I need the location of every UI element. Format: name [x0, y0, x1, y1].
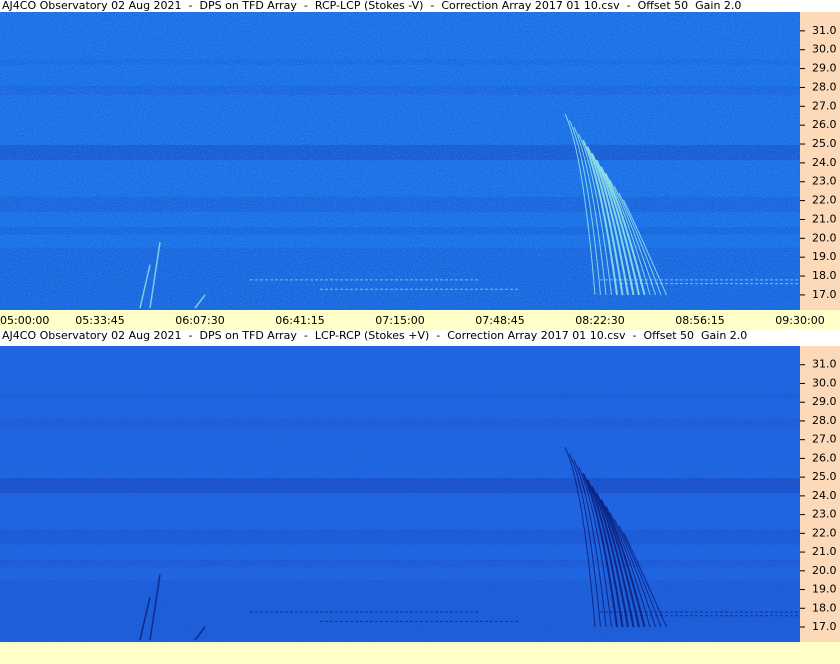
burst: [618, 192, 662, 296]
y-tick-label: 19.0: [812, 583, 837, 596]
burst: [600, 166, 640, 296]
burst: [194, 294, 206, 309]
y-tick-label: 25.0: [812, 137, 837, 150]
burst: [149, 241, 161, 309]
burst: [578, 133, 612, 295]
burst: [139, 596, 151, 641]
burst: [623, 532, 667, 628]
y-tick-label: 18.0: [812, 269, 837, 282]
burst: [569, 120, 601, 295]
y-tick-label: 18.0: [812, 601, 837, 614]
burst: [623, 199, 667, 296]
y-tick-label: 23.0: [812, 508, 837, 521]
burst: [578, 466, 612, 628]
x-tick-label: 06:07:30: [175, 314, 224, 327]
y-axis-panel: [800, 12, 840, 310]
y-tick-label: 22.0: [812, 194, 837, 207]
chart-title: AJ4CO Observatory 02 Aug 2021 - DPS on T…: [2, 329, 747, 342]
y-tick-label: 27.0: [812, 99, 837, 112]
spectrogram: [0, 346, 830, 642]
burst: [586, 146, 624, 296]
x-tick-label: 09:30:00: [775, 314, 824, 327]
burst: [564, 113, 596, 295]
burst: [595, 492, 635, 628]
x-tick-label: 08:22:30: [575, 314, 624, 327]
y-tick-label: 30.0: [812, 43, 837, 56]
y-tick-label: 17.0: [812, 620, 837, 633]
burst: [569, 453, 601, 628]
y-tick-label: 20.0: [812, 564, 837, 577]
burst: [139, 264, 151, 309]
x-tick-label: 07:48:45: [475, 314, 524, 327]
burst: [573, 460, 607, 628]
y-tick-label: 22.0: [812, 526, 837, 539]
chart-title: AJ4CO Observatory 02 Aug 2021 - DPS on T…: [2, 0, 741, 12]
burst: [582, 472, 618, 628]
y-tick-label: 24.0: [812, 156, 837, 169]
burst: [591, 153, 629, 296]
y-tick-label: 25.0: [812, 470, 837, 483]
x-tick-label: 05:33:45: [75, 314, 124, 327]
y-tick-label: 21.0: [812, 212, 837, 225]
x-axis-strip: [0, 310, 840, 330]
burst: [149, 574, 161, 641]
burst: [618, 525, 662, 628]
y-tick-label: 30.0: [812, 376, 837, 389]
y-tick-label: 31.0: [812, 358, 837, 371]
y-tick-label: 26.0: [812, 118, 837, 131]
burst: [586, 479, 624, 628]
y-tick-label: 26.0: [812, 451, 837, 464]
y-tick-label: 31.0: [812, 24, 837, 37]
y-axis-panel: [800, 346, 840, 642]
y-tick-label: 28.0: [812, 414, 837, 427]
burst: [604, 172, 646, 296]
x-axis-strip: [0, 642, 840, 664]
burst: [194, 626, 206, 641]
burst: [609, 512, 651, 628]
burst: [573, 126, 607, 295]
y-tick-label: 20.0: [812, 231, 837, 244]
burst: [591, 486, 629, 628]
x-tick-label: 06:41:15: [275, 314, 324, 327]
burst: [604, 505, 646, 628]
y-tick-label: 21.0: [812, 545, 837, 558]
x-tick-label: 05:00:00: [0, 314, 49, 327]
burst: [564, 446, 596, 628]
noise: [0, 12, 800, 310]
burst: [609, 179, 651, 296]
x-tick-label: 08:56:15: [675, 314, 724, 327]
y-tick-label: 27.0: [812, 433, 837, 446]
burst: [595, 159, 635, 296]
x-tick-label: 07:15:00: [375, 314, 424, 327]
spectrogram: [0, 12, 830, 310]
y-tick-label: 28.0: [812, 80, 837, 93]
y-tick-label: 29.0: [812, 395, 837, 408]
y-tick-label: 17.0: [812, 288, 837, 301]
y-tick-label: 19.0: [812, 250, 837, 263]
y-tick-label: 23.0: [812, 175, 837, 188]
noise: [0, 346, 800, 642]
burst: [582, 139, 618, 296]
y-tick-label: 24.0: [812, 489, 837, 502]
burst: [600, 499, 640, 628]
y-tick-label: 29.0: [812, 62, 837, 75]
